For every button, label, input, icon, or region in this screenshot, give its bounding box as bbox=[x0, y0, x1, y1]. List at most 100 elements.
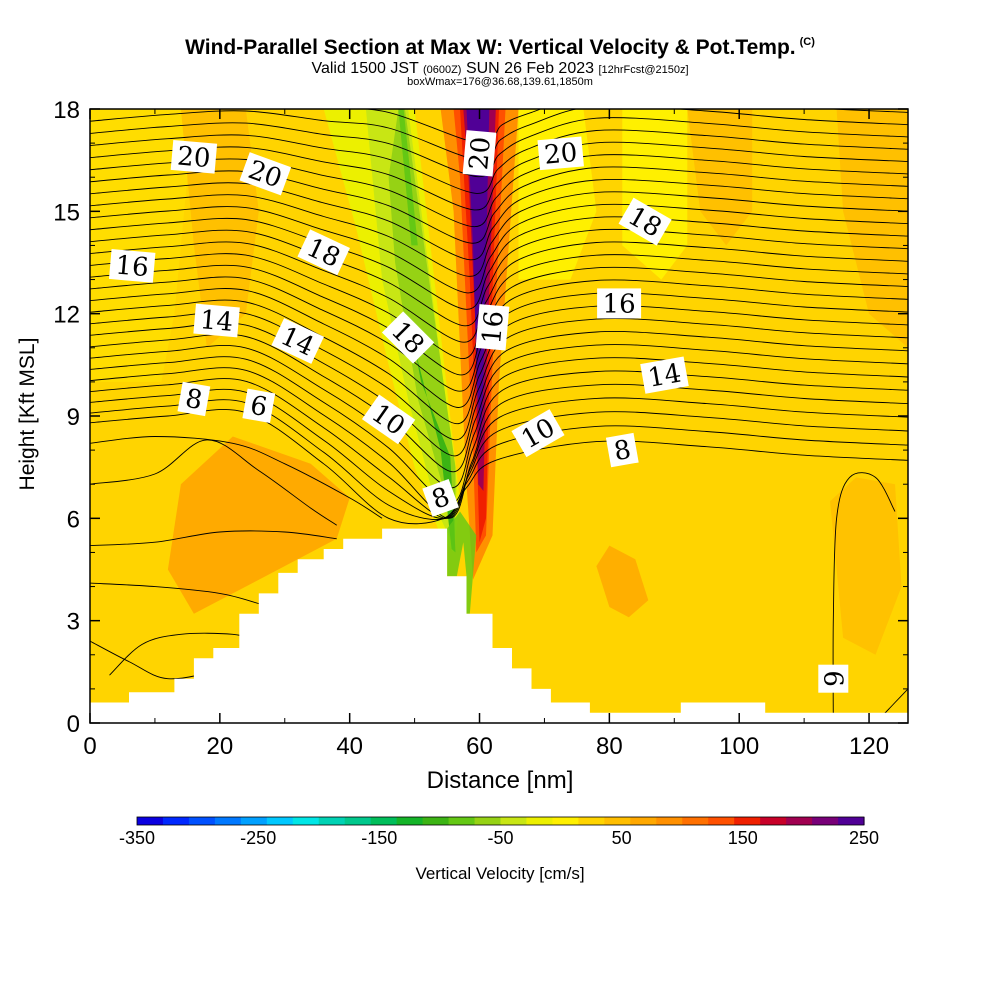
terrain-silhouette bbox=[90, 528, 908, 723]
field-patch-light bbox=[622, 109, 688, 280]
contour-label-box bbox=[818, 664, 849, 693]
colorbar-label: Vertical Velocity [cm/s] bbox=[415, 864, 585, 883]
subtitle-valid: Valid 1500 JST bbox=[311, 60, 419, 77]
theta-contour-line bbox=[90, 356, 908, 505]
colorbar-swatch bbox=[682, 817, 709, 825]
field-patch-orange bbox=[687, 109, 753, 246]
field-patch-orange bbox=[167, 436, 350, 614]
contour-label-box bbox=[271, 318, 324, 364]
colorbar-swatch bbox=[137, 817, 164, 825]
colorbar-swatch bbox=[812, 817, 839, 825]
subtitle-forecast: [12hrFcst@2150z] bbox=[598, 64, 689, 76]
theta-contour-line bbox=[90, 203, 908, 294]
y-tick-label: 3 bbox=[67, 609, 80, 636]
contour-label-text: 6 bbox=[817, 670, 847, 687]
colorbar-swatch bbox=[448, 817, 476, 825]
contour-label-box bbox=[242, 388, 276, 424]
colorbar-tick-label: -350 bbox=[119, 828, 155, 848]
contour-label-18: 8 bbox=[605, 432, 639, 468]
theta-contour-line bbox=[90, 288, 908, 408]
theta-contour-line bbox=[90, 582, 259, 605]
colorbar-swatch bbox=[292, 817, 320, 825]
theta-contour-line bbox=[90, 109, 908, 144]
contour-label-text: 8 bbox=[183, 384, 205, 416]
colorbar-tick-label: -50 bbox=[487, 828, 513, 848]
colorbar-swatch bbox=[474, 817, 502, 825]
subtitle-date: SUN 26 Feb 2023 bbox=[465, 60, 595, 77]
colorbar-swatch bbox=[552, 817, 579, 825]
x-tick-label: 100 bbox=[719, 733, 759, 760]
field-patch-orange bbox=[836, 109, 908, 348]
contour-label-text: 20 bbox=[464, 136, 497, 172]
colorbar-swatch bbox=[318, 817, 346, 825]
contour-label-text: 20 bbox=[176, 141, 212, 174]
theta-contour-line bbox=[90, 367, 908, 519]
contour-label-box bbox=[239, 152, 292, 196]
theta-contour-line bbox=[90, 191, 908, 277]
theta-contour-line bbox=[90, 436, 383, 519]
subtitle-utc: (0600Z) bbox=[422, 64, 462, 76]
contour-label-box bbox=[605, 432, 639, 468]
contour-label-text: 16 bbox=[477, 310, 510, 346]
chart-subtitle: Valid 1500 JST (0600Z) SUN 26 Feb 2023 [… bbox=[0, 60, 1000, 78]
field-patch-light bbox=[90, 109, 194, 382]
contour-label-0: 20 bbox=[170, 139, 218, 174]
colorbar-tick-label: 250 bbox=[849, 828, 879, 848]
chart-subtitle-box: boxWmax=176@36.68,139.61,1850m bbox=[407, 76, 593, 88]
x-tick-label: 60 bbox=[466, 733, 493, 760]
colorbar-swatch bbox=[578, 817, 605, 825]
x-tick-label: 80 bbox=[596, 733, 623, 760]
colorbar-swatch bbox=[344, 817, 372, 825]
x-tick-label: 120 bbox=[849, 733, 889, 760]
contour-label-13: 20 bbox=[537, 136, 584, 171]
contour-label-16: 14 bbox=[640, 356, 689, 394]
theta-contour-line bbox=[90, 117, 908, 178]
colorbar-swatch bbox=[422, 817, 450, 825]
copyright-mark: (C) bbox=[799, 36, 815, 48]
contour-label-19: 6 bbox=[817, 664, 849, 693]
y-tick-label: 15 bbox=[53, 199, 80, 226]
field-patch-orange bbox=[830, 477, 902, 655]
crest-streak bbox=[447, 511, 477, 614]
colorbar-swatch bbox=[630, 817, 657, 825]
colorbar-swatch bbox=[214, 817, 242, 825]
colorbar-swatch bbox=[500, 817, 528, 825]
colorbar-swatch bbox=[760, 817, 787, 825]
contour-label-box bbox=[597, 288, 642, 319]
y-tick-label: 6 bbox=[67, 506, 80, 533]
contour-label-6: 8 bbox=[177, 381, 211, 417]
contour-label-box bbox=[108, 249, 156, 283]
colorbar-swatch bbox=[188, 817, 216, 825]
theta-contour-line bbox=[90, 333, 908, 473]
theta-contour-line bbox=[832, 472, 896, 723]
contour-label-11: 20 bbox=[462, 130, 497, 177]
theta-contour-line bbox=[90, 178, 908, 261]
colorbar-tick-label: 150 bbox=[728, 828, 758, 848]
x-axis-label: Distance [nm] bbox=[426, 767, 574, 794]
theta-contour-line bbox=[90, 154, 908, 228]
downdraft-core-top bbox=[398, 109, 418, 246]
chart-title: Wind-Parallel Section at Max W: Vertical… bbox=[0, 36, 1000, 60]
contour-label-text: 16 bbox=[603, 289, 636, 319]
theta-contour-line bbox=[90, 216, 908, 310]
contour-label-box bbox=[537, 136, 584, 171]
contour-label-box bbox=[177, 381, 211, 417]
contour-label-text: 14 bbox=[646, 358, 684, 393]
x-tick-label: 0 bbox=[83, 733, 96, 760]
contour-label-box bbox=[193, 303, 240, 338]
theta-contour-line bbox=[90, 276, 908, 392]
field-patch-orange bbox=[596, 545, 649, 618]
contour-label-3: 16 bbox=[108, 249, 156, 283]
colorbar-swatch bbox=[370, 817, 398, 825]
y-tick-label: 18 bbox=[53, 97, 80, 124]
colorbar-swatch bbox=[162, 817, 190, 825]
colorbar-swatch bbox=[526, 817, 554, 825]
colorbar-swatch bbox=[604, 817, 631, 825]
theta-contour-line bbox=[90, 299, 908, 425]
colorbar-tick-label: -250 bbox=[240, 828, 276, 848]
vertical-velocity-field bbox=[90, 109, 908, 723]
contour-label-15: 16 bbox=[597, 288, 642, 319]
contour-label-text: 14 bbox=[199, 305, 235, 338]
colorbar-swatch bbox=[396, 817, 424, 825]
contour-label-box bbox=[361, 394, 416, 445]
